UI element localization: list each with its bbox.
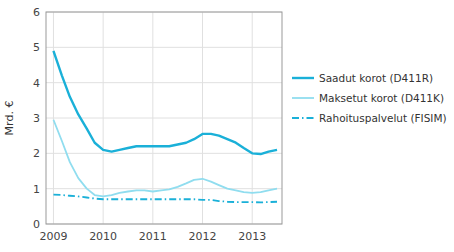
series-line (53, 51, 277, 154)
axes: 012345620092010201120122013 (33, 6, 282, 243)
y-tick-label: 2 (33, 147, 40, 160)
legend-swatch (292, 117, 314, 119)
x-tick-label: 2010 (89, 230, 117, 243)
x-tick-label: 2009 (39, 230, 67, 243)
series-line (53, 195, 277, 203)
y-axis-label: Mrd. € (3, 101, 16, 136)
y-tick-label: 1 (33, 183, 40, 196)
y-tick-label: 4 (33, 77, 40, 90)
x-grid-line (103, 12, 104, 224)
y-grid-line (46, 153, 282, 154)
legend-swatch (292, 77, 314, 79)
grid (46, 12, 282, 224)
x-tick-label: 2013 (238, 230, 266, 243)
x-grid-line (202, 12, 203, 224)
y-tick-label: 6 (33, 6, 40, 19)
legend-swatch (292, 97, 314, 99)
legend-label: Rahoituspalvelut (FISIM) (319, 112, 447, 124)
x-tick-label: 2011 (139, 230, 167, 243)
y-tick-label: 5 (33, 41, 40, 54)
y-grid-line (46, 188, 282, 189)
legend-label: Maksetut korot (D411K) (319, 92, 444, 104)
y-grid-line (46, 82, 282, 83)
legend: Saadut korot (D411R) Maksetut korot (D411… (292, 72, 447, 124)
x-grid-line (53, 12, 54, 224)
y-grid-line (46, 47, 282, 48)
lines (53, 51, 277, 203)
plot-frame (46, 12, 282, 224)
legend-label: Saadut korot (D411R) (319, 72, 433, 84)
x-tick-label: 2012 (189, 230, 217, 243)
series-line (53, 120, 277, 197)
y-tick-label: 3 (33, 112, 40, 125)
